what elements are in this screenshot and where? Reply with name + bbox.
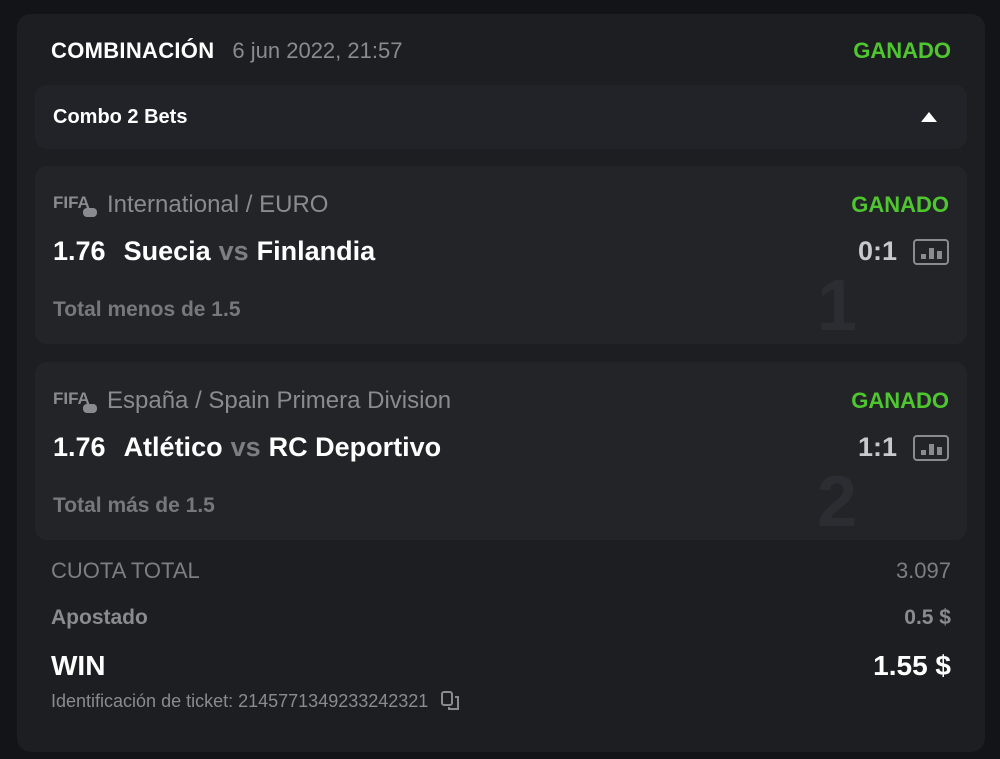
stats-icon[interactable] [913, 434, 949, 461]
match-score: 0:1 [857, 236, 897, 266]
bet-leg-2: 2 FIFA España / Spain Primera Division G… [35, 362, 967, 540]
ticket-id: Identificación de ticket: 21457713492332… [51, 690, 429, 711]
bet-card: COMBINACIÓN 6 jun 2022, 21:57 GANADO Com… [17, 14, 985, 752]
league-name: España / Spain Primera Division [107, 387, 452, 414]
svg-text:FIFA: FIFA [53, 193, 90, 212]
fifa-logo-icon: FIFA [53, 389, 97, 413]
match-score: 1:1 [857, 432, 897, 462]
vs-label: vs [218, 236, 249, 266]
stake-label: Apostado [51, 606, 148, 629]
copy-icon[interactable] [440, 690, 462, 712]
caret-up-icon[interactable] [921, 112, 937, 122]
total-odds-label: CUOTA TOTAL [51, 558, 200, 583]
stake-value: 0.5 $ [904, 606, 951, 629]
bet-date: 6 jun 2022, 21:57 [232, 38, 403, 63]
bet-leg-1: 1 FIFA International / EURO GANADO 1.76 … [35, 166, 967, 344]
home-team: Suecia [123, 236, 211, 266]
total-odds-row: CUOTA TOTAL 3.097 [51, 558, 951, 584]
bet-type: COMBINACIÓN [51, 38, 215, 63]
leg-number: 1 [816, 266, 857, 344]
leg-market: Total menos de 1.5 [53, 298, 241, 321]
leg-number: 2 [816, 462, 857, 540]
win-row: WIN 1.55 $ [51, 650, 951, 682]
win-label: WIN [51, 650, 106, 681]
away-team: RC Deportivo [268, 432, 442, 462]
total-odds-value: 3.097 [895, 558, 951, 583]
svg-text:FIFA: FIFA [53, 389, 90, 408]
league-name: International / EURO [107, 191, 329, 218]
stats-icon[interactable] [913, 238, 949, 265]
fifa-logo-icon: FIFA [53, 193, 97, 217]
leg-odd: 1.76 [53, 236, 106, 266]
vs-label: vs [230, 432, 261, 462]
leg-status: GANADO [851, 192, 949, 217]
leg-status: GANADO [851, 388, 949, 413]
home-team: Atlético [123, 432, 223, 462]
win-value: 1.55 $ [873, 650, 951, 681]
stake-row: Apostado 0.5 $ [51, 606, 951, 630]
status-badge: GANADO [853, 38, 951, 63]
combo-toggle[interactable]: Combo 2 Bets [35, 85, 967, 149]
bet-header: COMBINACIÓN 6 jun 2022, 21:57 GANADO [51, 36, 951, 66]
leg-market: Total más de 1.5 [53, 494, 215, 517]
away-team: Finlandia [256, 236, 376, 266]
ticket-row: Identificación de ticket: 21457713492332… [51, 690, 951, 712]
combo-label: Combo 2 Bets [53, 105, 188, 128]
leg-odd: 1.76 [53, 432, 106, 462]
